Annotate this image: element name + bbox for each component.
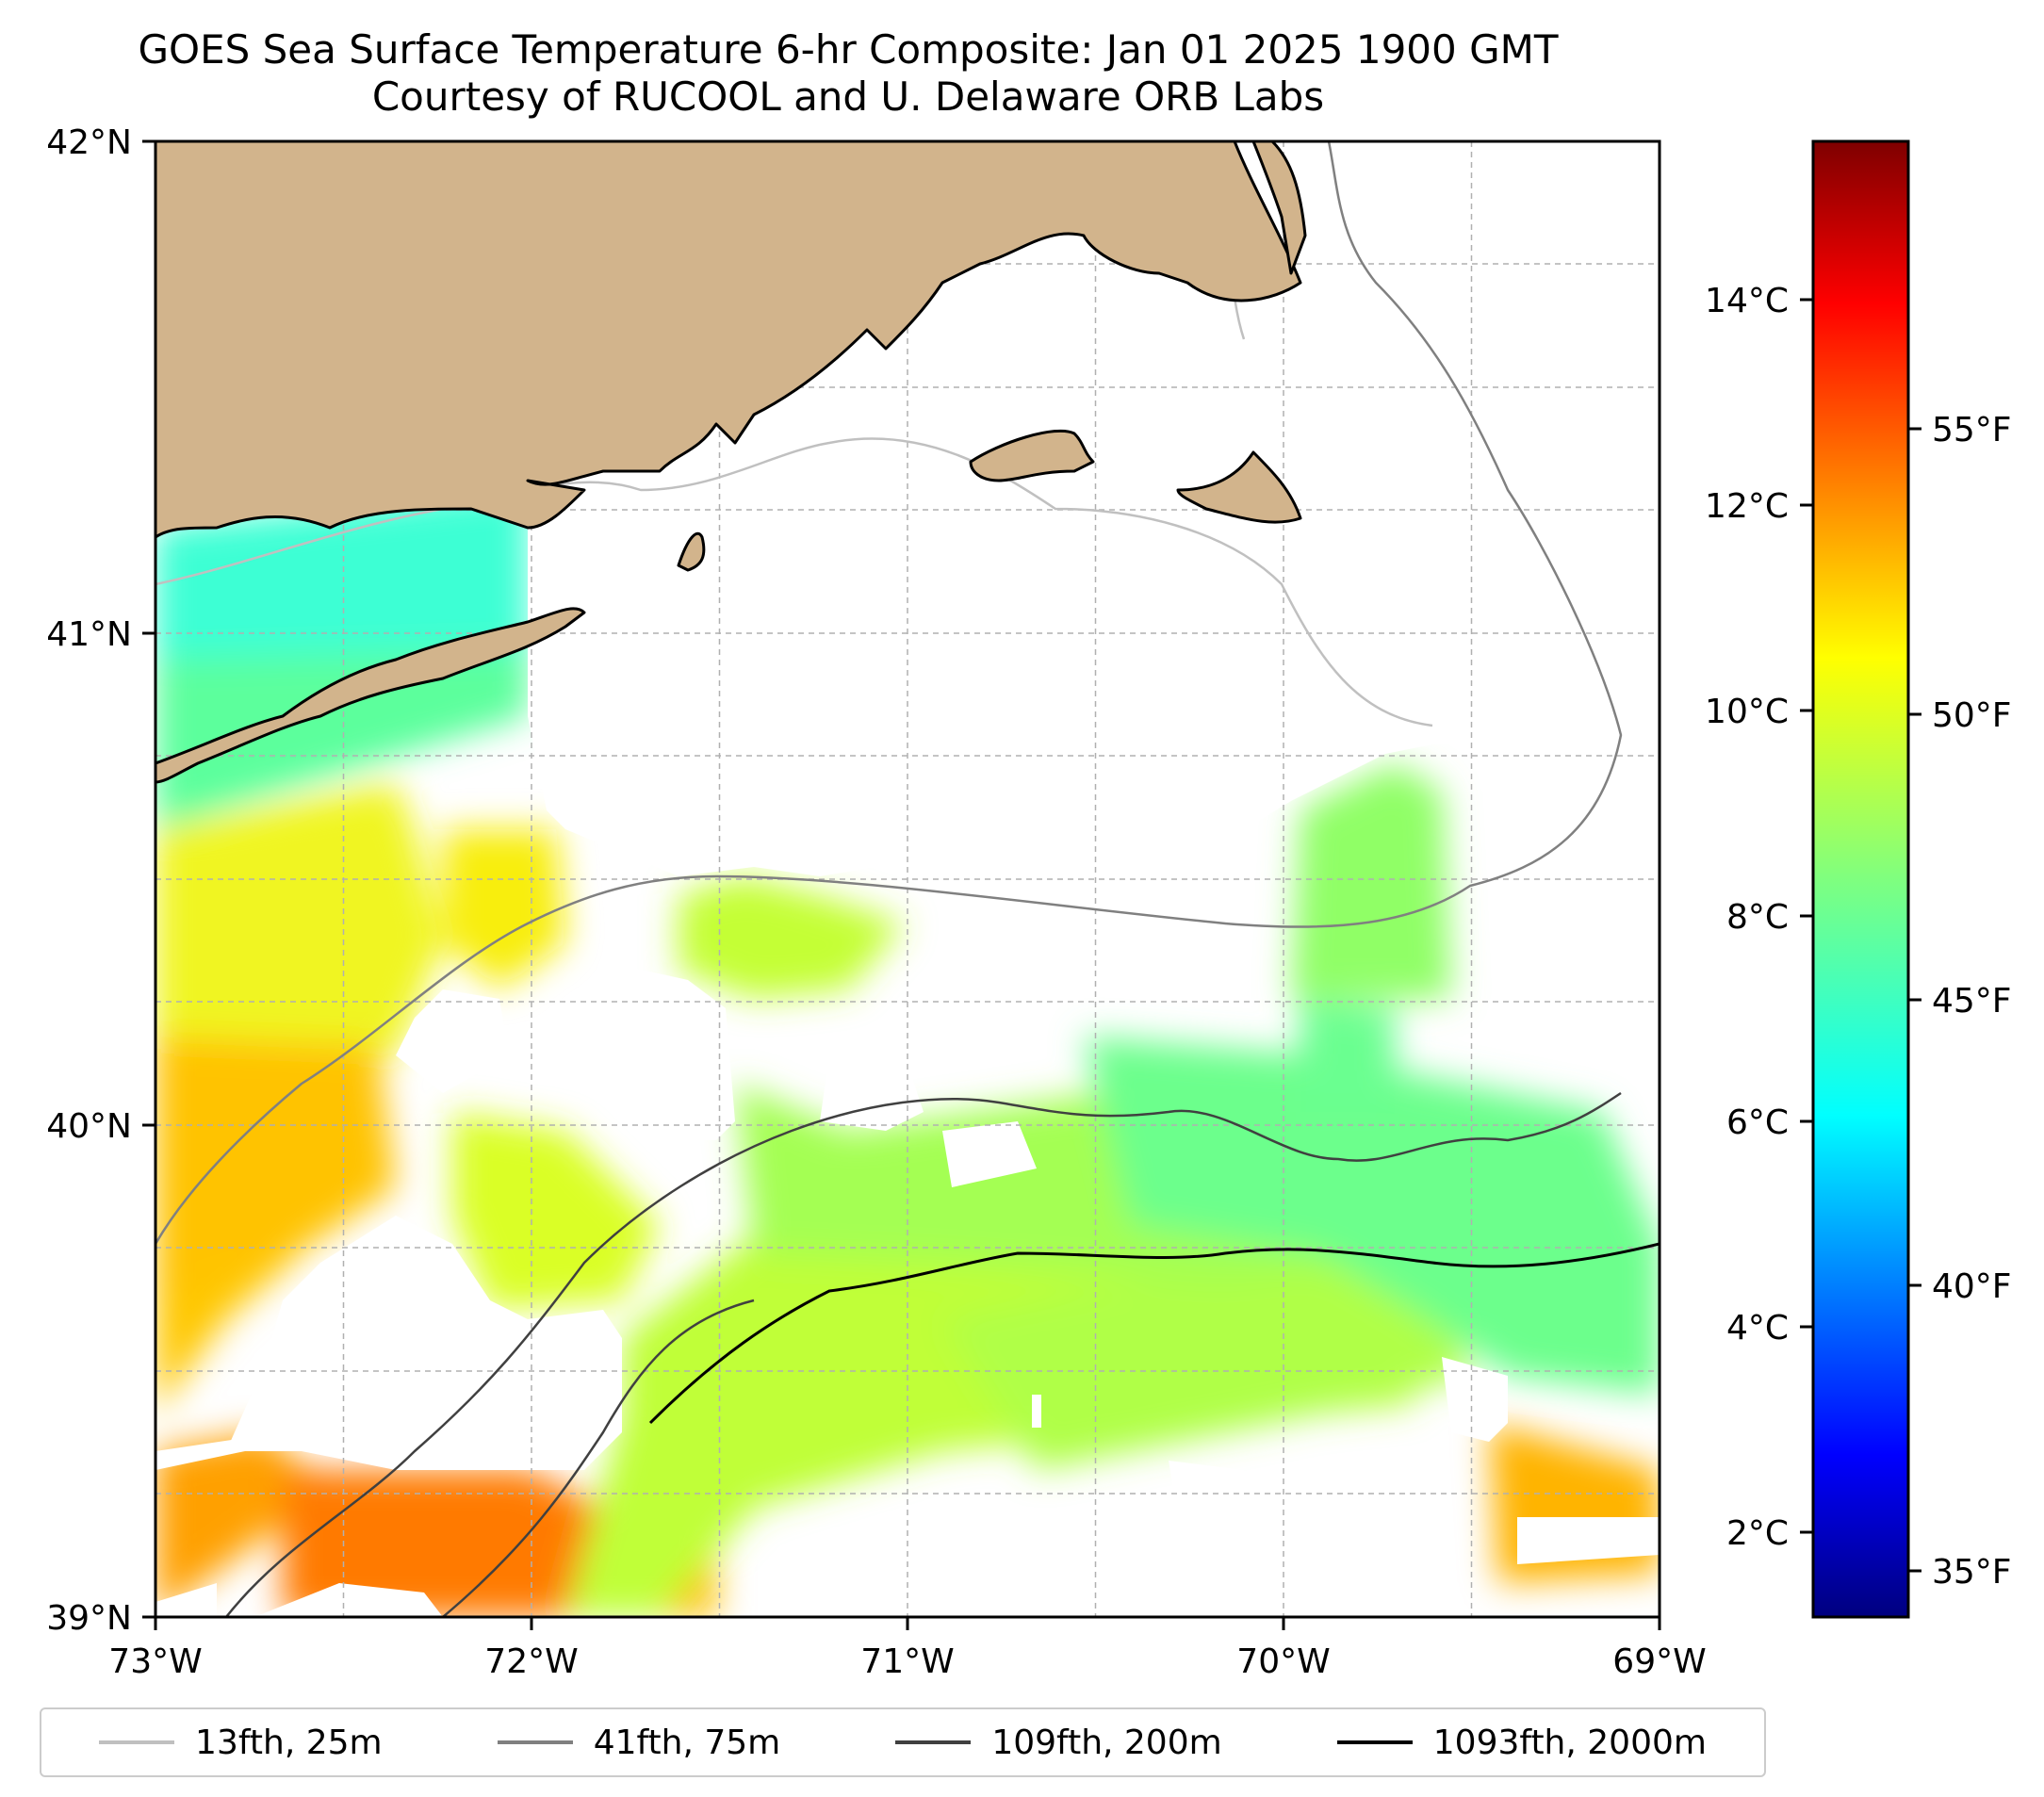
colorbar: 14°C 12°C 10°C 8°C 6°C 4°C 2°C 55°F 50°F… xyxy=(1705,139,2012,1619)
legend-label: 13fth, 25m xyxy=(195,1723,383,1762)
map-title: GOES Sea Surface Temperature 6-hr Compos… xyxy=(0,26,1696,121)
legend-item-200m: 109fth, 200m xyxy=(895,1723,1222,1762)
lat-tick-label: 41°N xyxy=(46,615,132,654)
lon-tick-label: 73°W xyxy=(108,1642,202,1681)
fahrenheit-tick-label: 45°F xyxy=(1932,982,2012,1021)
legend-swatch xyxy=(99,1740,175,1744)
isobath-75m xyxy=(155,141,1623,1245)
lat-tick-label: 39°N xyxy=(46,1599,132,1638)
celsius-tick-label: 2°C xyxy=(1726,1514,1789,1553)
isobath-legend: 13fth, 25m 41fth, 75m 109fth, 200m 1093f… xyxy=(40,1707,1766,1777)
fahrenheit-tick-label: 35°F xyxy=(1932,1553,2012,1592)
celsius-tick-label: 14°C xyxy=(1705,282,1789,320)
legend-item-75m: 41fth, 75m xyxy=(497,1723,781,1762)
legend-label: 1093fth, 2000m xyxy=(1432,1723,1707,1762)
legend-label: 41fth, 75m xyxy=(593,1723,781,1762)
land-nantucket xyxy=(1176,450,1302,524)
legend-swatch xyxy=(497,1740,573,1744)
fahrenheit-tick-label: 40°F xyxy=(1932,1267,2012,1306)
celsius-tick-label: 10°C xyxy=(1705,693,1789,731)
land-martha-vineyard xyxy=(969,429,1095,482)
lon-tick-label: 69°W xyxy=(1612,1642,1706,1681)
sst-field xyxy=(155,141,1660,1617)
fahrenheit-tick-label: 55°F xyxy=(1932,411,2012,449)
land-cape-cod-tip xyxy=(1251,141,1307,275)
lat-tick-label: 40°N xyxy=(46,1107,132,1146)
legend-label: 109fth, 200m xyxy=(991,1723,1222,1762)
legend-swatch xyxy=(895,1740,972,1744)
land-mainland xyxy=(155,141,1302,539)
title-line-2: Courtesy of RUCOOL and U. Delaware ORB L… xyxy=(371,74,1325,120)
title-line-1: GOES Sea Surface Temperature 6-hr Compos… xyxy=(138,26,1559,73)
fahrenheit-tick-label: 50°F xyxy=(1932,696,2012,735)
land-long-island xyxy=(155,607,586,784)
lat-tick-label: 42°N xyxy=(46,123,132,162)
isobath-200m xyxy=(225,1091,1622,1617)
celsius-tick-label: 8°C xyxy=(1726,898,1789,937)
land-block-island xyxy=(677,531,706,572)
lon-tick-label: 71°W xyxy=(860,1642,954,1681)
lon-tick-label: 70°W xyxy=(1236,1642,1330,1681)
lon-tick-label: 72°W xyxy=(484,1642,578,1681)
celsius-tick-label: 6°C xyxy=(1726,1103,1789,1142)
celsius-tick-label: 4°C xyxy=(1726,1309,1789,1348)
legend-item-25m: 13fth, 25m xyxy=(99,1723,383,1762)
isobath-2000m xyxy=(648,1242,1660,1425)
axis-ticks xyxy=(142,139,1661,1630)
legend-item-2000m: 1093fth, 2000m xyxy=(1336,1723,1707,1762)
colorbar-gradient xyxy=(1811,139,1910,1619)
celsius-tick-label: 12°C xyxy=(1705,487,1789,526)
land xyxy=(155,141,1307,784)
legend-swatch xyxy=(1336,1740,1413,1744)
